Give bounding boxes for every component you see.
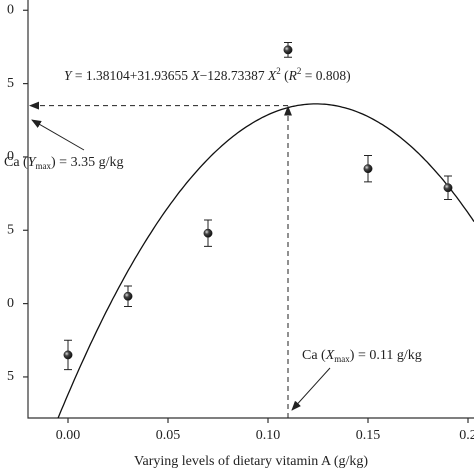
- text-part: ) =: [350, 348, 370, 363]
- annotation-arrow: [291, 367, 331, 411]
- text-part: = 0.808): [301, 68, 350, 83]
- equation: Y = 1.38104+31.93655 X−128.73387 X2 (R2 …: [64, 66, 351, 83]
- y-max-annotation: Ca (Ymax) = 3.35 g/kg: [4, 155, 123, 171]
- annotation-arrow: [31, 119, 85, 151]
- text-part: g/kg: [95, 155, 123, 170]
- y-tick-label: 0: [7, 149, 14, 164]
- text-part: Ca (: [302, 348, 326, 363]
- x-tick-label: 0.00: [56, 428, 81, 443]
- y-tick-label: 0: [7, 296, 14, 311]
- text-part: 3.35: [71, 155, 96, 170]
- fit-curve: [57, 103, 474, 418]
- y-tick-label: 0: [7, 2, 14, 17]
- x-tick-label: 0.15: [356, 428, 381, 443]
- data-point: [123, 291, 133, 301]
- text-part: Y: [28, 155, 38, 170]
- text-part: g/kg: [393, 348, 421, 363]
- y-tick-label: 5: [7, 222, 14, 237]
- text-part: = 1.38104+31.93655: [72, 68, 192, 83]
- x-tick-label: 0.10: [256, 428, 281, 443]
- text-part: Ca (: [4, 155, 28, 170]
- axes: [27, 0, 474, 419]
- text-part: X: [190, 68, 200, 83]
- x-tick-label: 0.05: [156, 428, 181, 443]
- data-point: [443, 183, 453, 193]
- data-point: [363, 164, 373, 174]
- text-part: X: [267, 68, 277, 83]
- text-part: −128.73387: [200, 68, 268, 83]
- y-tick-label: 5: [7, 76, 14, 91]
- text-part: 2: [297, 66, 302, 76]
- data-point: [63, 350, 73, 360]
- data-point: [203, 228, 213, 238]
- text-part: X: [325, 348, 335, 363]
- text-part: (: [281, 68, 289, 83]
- text-part: 0.11: [369, 348, 393, 363]
- x-tick-label: 0.2: [459, 428, 474, 443]
- text-part: 2: [276, 66, 281, 76]
- x-axis-label: Varying levels of dietary vitamin A (g/k…: [134, 454, 368, 469]
- text-part: Y: [64, 68, 73, 83]
- x-max-annotation: Ca (Xmax) = 0.11 g/kg: [302, 348, 422, 364]
- text-part: ) =: [51, 155, 71, 170]
- data-point: [283, 45, 293, 55]
- text-part: max: [36, 161, 52, 171]
- text-part: R: [288, 68, 298, 83]
- y-tick-label: 5: [7, 369, 14, 384]
- text-part: max: [334, 354, 350, 364]
